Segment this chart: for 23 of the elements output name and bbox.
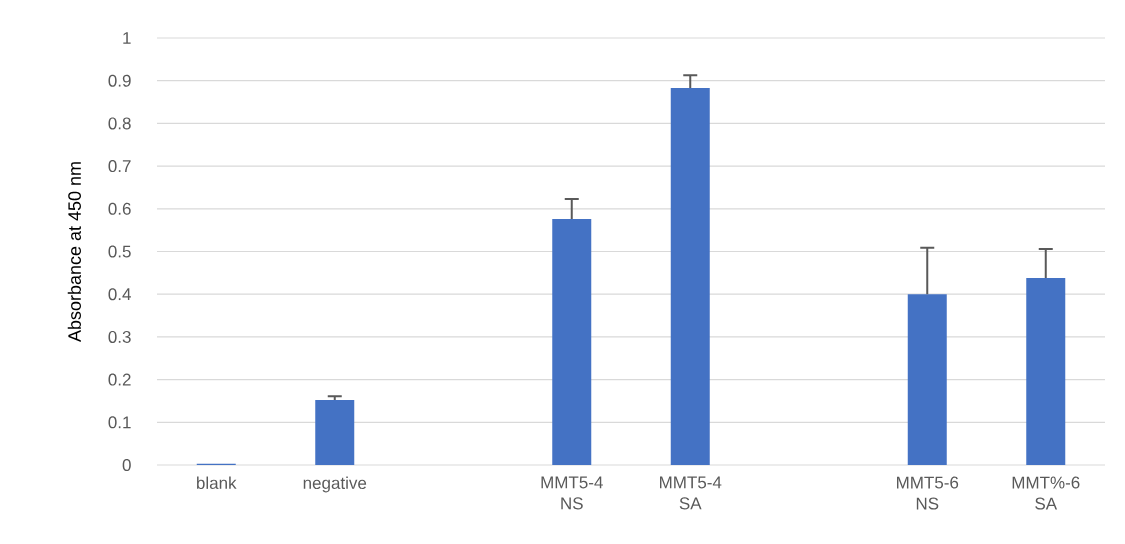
bar	[315, 400, 355, 465]
bar	[552, 219, 592, 465]
bar	[1026, 277, 1066, 465]
bar	[670, 87, 710, 465]
x-tick-label: MMT%-6 SA	[1012, 476, 1080, 510]
y-tick-label: 0.4	[108, 288, 131, 301]
x-tick-label: blank	[197, 476, 237, 490]
y-tick-label: 0.6	[108, 202, 131, 215]
y-tick-label: 0.1	[108, 416, 131, 429]
x-tick-label: MMT5-4 NS	[541, 476, 603, 510]
y-axis-title: Absorbance at 450 nm	[67, 162, 81, 343]
y-tick-label: 0.2	[108, 373, 131, 386]
x-tick-label: MMT5-4 SA	[660, 476, 722, 510]
x-tick-label: MMT5-6 NS	[897, 476, 959, 510]
y-tick-label: 0	[122, 458, 131, 472]
y-tick-label: 0.3	[108, 330, 131, 343]
y-tick-label: 1	[123, 32, 131, 44]
y-tick-label: 0.5	[108, 245, 131, 258]
bar	[907, 294, 947, 465]
x-tick-label: negative	[303, 476, 367, 493]
y-tick-label: 0.7	[108, 160, 131, 173]
y-tick-label: 0.8	[108, 117, 131, 130]
y-tick-label: 0.9	[108, 74, 131, 87]
